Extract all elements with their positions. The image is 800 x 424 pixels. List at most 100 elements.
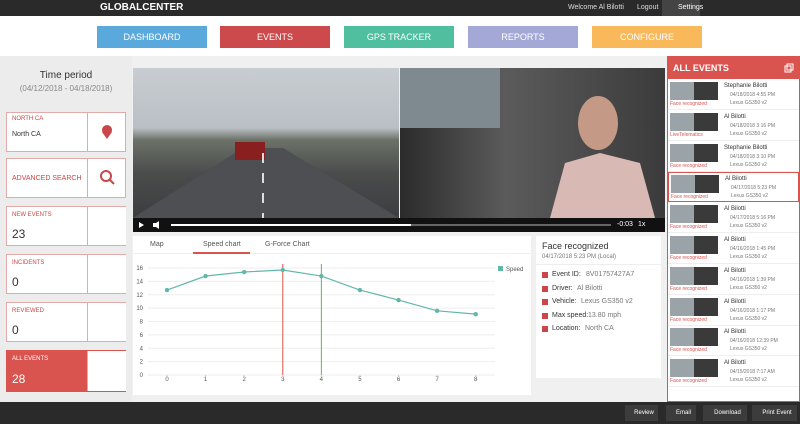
event-name: Al Bilotti: [724, 267, 746, 274]
region-filter[interactable]: NORTH CA North CA: [6, 112, 126, 152]
event-date: 04/15/2018 7:17 AM: [730, 369, 775, 376]
panel-title: ALL EVENTS: [673, 63, 729, 73]
event-name: Al Bilotti: [724, 113, 746, 120]
action-button[interactable]: Print Event: [752, 405, 797, 421]
event-date: 04/18/2018 4:55 PM: [730, 92, 776, 98]
logo[interactable]: GLOBALCENTER: [100, 2, 184, 13]
nav-button[interactable]: DASHBOARD: [97, 26, 207, 48]
panel-icon[interactable]: [784, 63, 794, 73]
event-name: Al Bilotti: [724, 237, 746, 243]
counter-box[interactable]: REVIEWED 0: [6, 302, 126, 342]
advanced-search[interactable]: ADVANCED SEARCH: [6, 158, 126, 198]
x-tick-label: 7: [435, 377, 439, 383]
counter-label: ALL EVENTS: [12, 356, 49, 362]
legend-swatch: [498, 266, 503, 271]
x-tick-label: 8: [474, 377, 478, 383]
event-thumbnail: [670, 143, 718, 162]
event-name: Al Bilotti: [724, 360, 746, 367]
event-item[interactable]: Face recognized Stephanie Bilotti 04/18/20…: [668, 142, 799, 172]
field-value: Al Bilotti: [577, 284, 603, 292]
event-date: 04/17/2018 5:16 PM: [730, 215, 776, 222]
y-tick-label: 12: [136, 293, 143, 299]
event-tag: Face recognized: [670, 224, 707, 231]
settings[interactable]: Settings: [662, 0, 703, 16]
event-item[interactable]: Face recognized Stephanie Bilotti 04/18/20…: [668, 80, 799, 110]
event-date: 04/17/2018 5:23 PM: [731, 185, 777, 192]
icon-box: [87, 159, 126, 197]
event-item[interactable]: Face recognized Al Bilotti 04/17/2018 5:23…: [668, 172, 799, 203]
action-button[interactable]: Review: [625, 405, 658, 421]
data-point: [396, 297, 401, 303]
y-tick-label: 0: [140, 373, 144, 379]
event-item[interactable]: Face recognized Al Bilotti 04/16/2018 12:3…: [668, 326, 799, 357]
playback-speed[interactable]: 1x: [638, 221, 646, 228]
action-button[interactable]: Email: [666, 405, 696, 421]
event-tag: Face recognized: [670, 255, 707, 261]
nav-button[interactable]: EVENTS: [220, 26, 330, 48]
event-name: Stephanie Bilotti: [724, 144, 768, 151]
event-thumbnail: [670, 266, 718, 285]
time-period-title: Time period: [39, 70, 93, 81]
x-tick-label: 5: [358, 377, 362, 383]
road-scene: [133, 142, 399, 218]
progress-track[interactable]: [171, 224, 611, 226]
field-value: 8V01757427A7: [586, 271, 635, 278]
y-tick-label: 4: [140, 346, 144, 352]
event-item[interactable]: Face recognized Al Bilotti 04/17/2018 5:16…: [668, 203, 799, 234]
field-icon: [542, 285, 548, 292]
x-tick-label: 3: [281, 377, 285, 383]
y-tick-label: 10: [136, 306, 143, 312]
play-controls[interactable]: [133, 218, 173, 232]
event-detail: Face recognized 04/17/2018 5:23 PM (Loca…: [536, 236, 661, 378]
logout[interactable]: Logout: [637, 4, 659, 11]
nav-button[interactable]: CONFIGURE: [592, 26, 702, 48]
chart-tab[interactable]: Speed chart: [193, 236, 250, 254]
event-date: 04/18/2018 3:10 PM: [730, 153, 776, 160]
event-thumbnail: [670, 205, 718, 224]
field-label: Vehicle:: [552, 298, 577, 305]
event-item[interactable]: Face recognized Al Bilotti 04/16/2018 1:17…: [668, 296, 799, 326]
y-tick-label: 2: [140, 360, 144, 366]
chart-tab[interactable]: Map: [150, 241, 164, 248]
event-thumbnail: [670, 297, 718, 316]
welcome: Welcome Al Bilotti: [568, 4, 624, 11]
event-item[interactable]: Face recognized Al Bilotti 04/15/2018 7:17…: [668, 357, 799, 388]
event-item[interactable]: Face recognized Al Bilotti 04/16/2018 1:39…: [668, 265, 799, 295]
nav-button[interactable]: REPORTS: [468, 26, 578, 48]
field-label: Event ID:: [552, 271, 581, 278]
icon-box: [87, 255, 126, 293]
counter-box[interactable]: NEW EVENTS 23: [6, 206, 126, 246]
event-vehicle: Lexus GS350 v2: [730, 284, 767, 291]
nav-button[interactable]: GPS TRACKER: [344, 26, 454, 48]
field-label: Location:: [552, 325, 581, 332]
progress-fill: [171, 224, 411, 226]
video-time: -0:03: [617, 221, 633, 228]
event-name: Al Bilotti: [724, 206, 746, 213]
data-point: [357, 287, 363, 293]
field-icon: [542, 272, 548, 278]
event-item[interactable]: LiveTelematics Al Bilotti 04/18/2018 3:16 …: [668, 111, 799, 141]
icon-box: [87, 351, 126, 391]
cabin-scene: [400, 68, 655, 218]
event-date: 04/16/2018 1:17 PM: [730, 307, 776, 314]
counter-label: REVIEWED: [12, 308, 45, 314]
counter-box[interactable]: INCIDENTS 0: [6, 254, 126, 294]
event-date: 04/16/2018 12:39 PM: [730, 338, 778, 345]
road-camera: [133, 68, 399, 218]
data-point: [164, 287, 170, 293]
event-thumbnail: [670, 359, 718, 378]
field-icon: [542, 312, 548, 319]
icon-box: [87, 113, 126, 151]
data-point: [319, 273, 324, 279]
event-vehicle: Lexus GS350 v2: [730, 130, 767, 137]
y-tick-label: 14: [136, 279, 143, 285]
top-bar: GLOBALCENTER Welcome Al Bilotti Logout S…: [0, 0, 800, 16]
chart-tab[interactable]: G-Force Chart: [265, 241, 310, 248]
event-item[interactable]: Face recognized Al Bilotti 04/16/2018 1:45…: [668, 234, 799, 264]
counter-box[interactable]: ALL EVENTS 28: [6, 350, 126, 392]
action-button[interactable]: Download: [703, 405, 747, 421]
region-select[interactable]: North CA: [12, 131, 41, 138]
event-date: 04/16/2018 1:45 PM: [730, 246, 776, 252]
event-vehicle: Lexus GS350 v2: [730, 346, 767, 353]
divider: [536, 264, 661, 265]
